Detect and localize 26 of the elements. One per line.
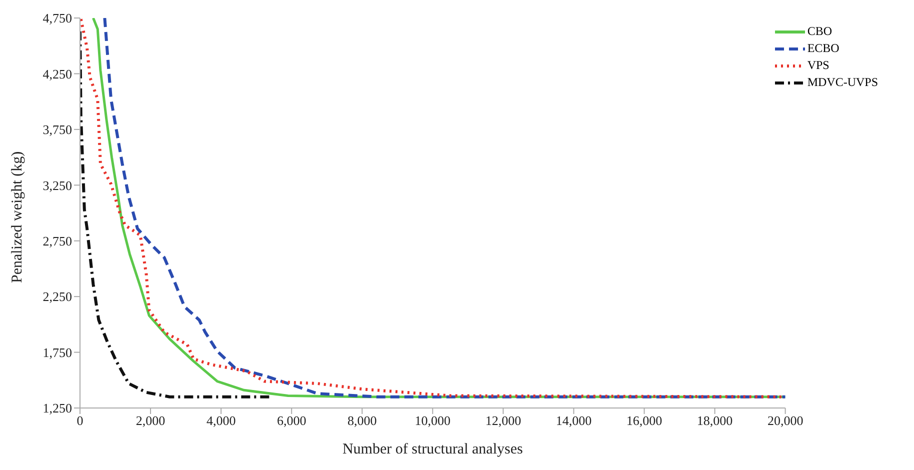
y-tick-label: 1,250	[42, 400, 72, 416]
x-tick-label: 16,000	[626, 413, 662, 428]
x-tick-label: 14,000	[556, 413, 592, 428]
x-tick-label: 0	[76, 413, 84, 428]
x-tick-label: 8,000	[348, 413, 377, 428]
legend-label: ECBO	[807, 41, 840, 56]
y-tick-label: 2,750	[42, 233, 72, 248]
x-axis-title: Number of structural analyses	[342, 442, 523, 458]
x-tick-label: 2,000	[136, 413, 166, 428]
x-tick-label: 10,000	[414, 413, 451, 428]
line-series	[80, 30, 272, 398]
x-tick-label: 12,000	[485, 413, 522, 428]
legend-label: MDVC-UVPS	[807, 75, 878, 90]
x-tick-label: 4,000	[206, 413, 236, 428]
y-axis-title: Penalized weight (kg)	[9, 151, 26, 283]
x-tick-label: 18,000	[696, 413, 733, 428]
y-tick-label: 4,750	[42, 10, 72, 26]
x-tick-label: 6,000	[276, 413, 306, 428]
y-tick-label: 2,250	[42, 289, 72, 304]
x-tick-label: 20,000	[767, 413, 804, 428]
y-tick-label: 1,750	[42, 344, 72, 360]
y-tick-label: 3,750	[42, 122, 72, 138]
legend-label: CBO	[807, 24, 832, 39]
legend-label: VPS	[807, 58, 830, 73]
y-tick-label: 4,250	[42, 66, 72, 82]
y-tick-label: 3,250	[42, 178, 72, 193]
